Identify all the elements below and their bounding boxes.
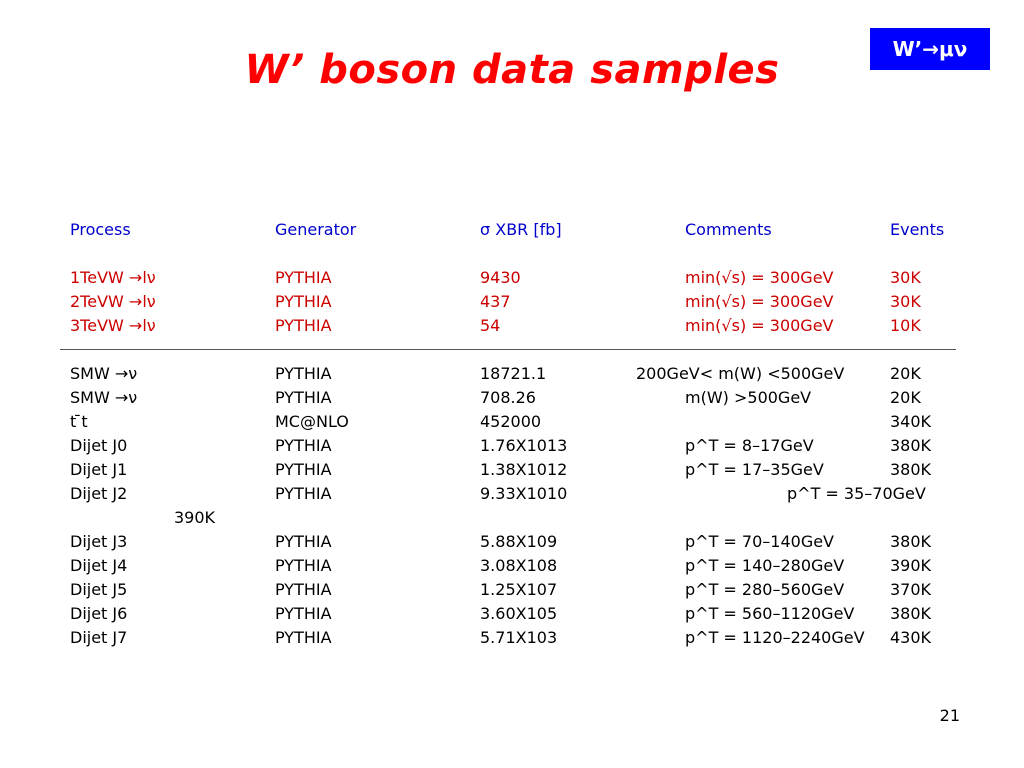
events-cell: 390K — [174, 508, 216, 527]
table-row: SMW →ν PYTHIA 708.26 m(W) >500GeV 20K — [70, 386, 960, 410]
process-cell: 3TeVW →lν — [70, 316, 156, 335]
header-spacer — [70, 242, 960, 266]
process-cell: SMW →ν — [70, 364, 138, 383]
events-cell: 430K — [890, 628, 932, 647]
cross-section-cell: 452000 — [480, 412, 542, 431]
table-row: Dijet J2 PYTHIA 9.33X1010 p^T = 35–70GeV — [70, 482, 960, 506]
generator-cell: PYTHIA — [275, 580, 332, 599]
comments-cell: p^T = 280–560GeV — [685, 580, 845, 599]
cross-section-cell: 1.38X1012 — [480, 460, 568, 479]
comments-cell: p^T = 1120–2240GeV — [685, 628, 865, 647]
comments-cell: min(√s) = 300GeV — [685, 316, 834, 335]
table-row: 2TeVW →lν PYTHIA 437 min(√s) = 300GeV 30… — [70, 290, 960, 314]
slide-title: W’ boson data samples — [244, 47, 780, 93]
process-cell: Dijet J3 — [70, 532, 128, 551]
comments-cell: min(√s) = 300GeV — [685, 268, 834, 287]
header-events: Events — [890, 220, 945, 239]
events-cell: 380K — [890, 532, 932, 551]
cross-section-cell: 3.60X105 — [480, 604, 558, 623]
events-cell: 20K — [890, 364, 921, 383]
header-comments: Comments — [685, 220, 772, 239]
comments-cell: m(W) >500GeV — [685, 388, 812, 407]
cross-section-cell: 437 — [480, 292, 511, 311]
samples-table-top: Process Generator σ XBR [fb] Comments Ev… — [70, 218, 960, 338]
process-cell: Dijet J4 — [70, 556, 128, 575]
comments-cell: 200GeV< m(W) <500GeV — [636, 364, 845, 383]
process-cell: Dijet J5 — [70, 580, 128, 599]
cross-section-cell: 1.25X107 — [480, 580, 558, 599]
process-cell: 2TeVW →lν — [70, 292, 156, 311]
cross-section-cell: 9430 — [480, 268, 521, 287]
generator-cell: PYTHIA — [275, 316, 332, 335]
generator-cell: PYTHIA — [275, 484, 332, 503]
generator-cell: PYTHIA — [275, 268, 332, 287]
events-cell: 380K — [890, 436, 932, 455]
table-row: Dijet J5 PYTHIA 1.25X107 p^T = 280–560Ge… — [70, 578, 960, 602]
comments-cell: p^T = 17–35GeV — [685, 460, 824, 479]
process-cell: SMW →ν — [70, 388, 138, 407]
process-cell: Dijet J1 — [70, 460, 128, 479]
process-cell: 1TeVW →lν — [70, 268, 156, 287]
header-process: Process — [70, 220, 131, 239]
comments-cell: min(√s) = 300GeV — [685, 292, 834, 311]
cross-section-cell: 54 — [480, 316, 501, 335]
process-cell: Dijet J6 — [70, 604, 128, 623]
samples-table-bottom: SMW →ν PYTHIA 18721.1 200GeV< m(W) <500G… — [70, 362, 960, 650]
events-cell: 340K — [890, 412, 932, 431]
table-divider — [60, 349, 956, 350]
table-header-row: Process Generator σ XBR [fb] Comments Ev… — [70, 218, 960, 242]
header-cross-section: σ XBR [fb] — [480, 220, 562, 239]
cross-section-cell: 5.71X103 — [480, 628, 558, 647]
cross-section-cell: 708.26 — [480, 388, 536, 407]
events-cell: 10K — [890, 316, 921, 335]
events-cell: 380K — [890, 460, 932, 479]
table-row: Dijet J6 PYTHIA 3.60X105 p^T = 560–1120G… — [70, 602, 960, 626]
generator-cell: PYTHIA — [275, 364, 332, 383]
process-cell: Dijet J7 — [70, 628, 128, 647]
comments-cell: p^T = 70–140GeV — [685, 532, 834, 551]
generator-cell: PYTHIA — [275, 388, 332, 407]
comments-cell: p^T = 8–17GeV — [685, 436, 814, 455]
table-row: Dijet J7 PYTHIA 5.71X103 p^T = 1120–2240… — [70, 626, 960, 650]
cross-section-cell: 1.76X1013 — [480, 436, 568, 455]
generator-cell: PYTHIA — [275, 628, 332, 647]
events-cell: 380K — [890, 604, 932, 623]
generator-cell: PYTHIA — [275, 604, 332, 623]
process-cell: t ̄t — [70, 412, 88, 431]
generator-cell: PYTHIA — [275, 556, 332, 575]
events-cell: 370K — [890, 580, 932, 599]
table-row: Dijet J1 PYTHIA 1.38X1012 p^T = 17–35GeV… — [70, 458, 960, 482]
events-cell: 20K — [890, 388, 921, 407]
table-row: t ̄t MC@NLO 452000 340K — [70, 410, 960, 434]
table-row: Dijet J4 PYTHIA 3.08X108 p^T = 140–280Ge… — [70, 554, 960, 578]
table-row: 3TeVW →lν PYTHIA 54 min(√s) = 300GeV 10K — [70, 314, 960, 338]
cross-section-cell: 3.08X108 — [480, 556, 558, 575]
process-cell: Dijet J0 — [70, 436, 128, 455]
cross-section-cell: 9.33X1010 — [480, 484, 568, 503]
page-number: 21 — [939, 706, 960, 725]
table-row: Dijet J3 PYTHIA 5.88X109 p^T = 70–140GeV… — [70, 530, 960, 554]
generator-cell: PYTHIA — [275, 460, 332, 479]
generator-cell: MC@NLO — [275, 412, 349, 431]
channel-badge: W’→μν — [870, 28, 990, 70]
process-cell: Dijet J2 — [70, 484, 128, 503]
comments-cell: p^T = 35–70GeV — [787, 484, 926, 503]
table-row-wrapped: 390K — [70, 506, 960, 530]
events-cell: 30K — [890, 268, 921, 287]
table-row: SMW →ν PYTHIA 18721.1 200GeV< m(W) <500G… — [70, 362, 960, 386]
generator-cell: PYTHIA — [275, 292, 332, 311]
generator-cell: PYTHIA — [275, 532, 332, 551]
comments-cell: p^T = 140–280GeV — [685, 556, 845, 575]
cross-section-cell: 5.88X109 — [480, 532, 558, 551]
cross-section-cell: 18721.1 — [480, 364, 547, 383]
table-row: Dijet J0 PYTHIA 1.76X1013 p^T = 8–17GeV … — [70, 434, 960, 458]
comments-cell: p^T = 560–1120GeV — [685, 604, 855, 623]
events-cell: 30K — [890, 292, 921, 311]
generator-cell: PYTHIA — [275, 436, 332, 455]
events-cell: 390K — [890, 556, 932, 575]
header-generator: Generator — [275, 220, 357, 239]
table-row: 1TeVW →lν PYTHIA 9430 min(√s) = 300GeV 3… — [70, 266, 960, 290]
